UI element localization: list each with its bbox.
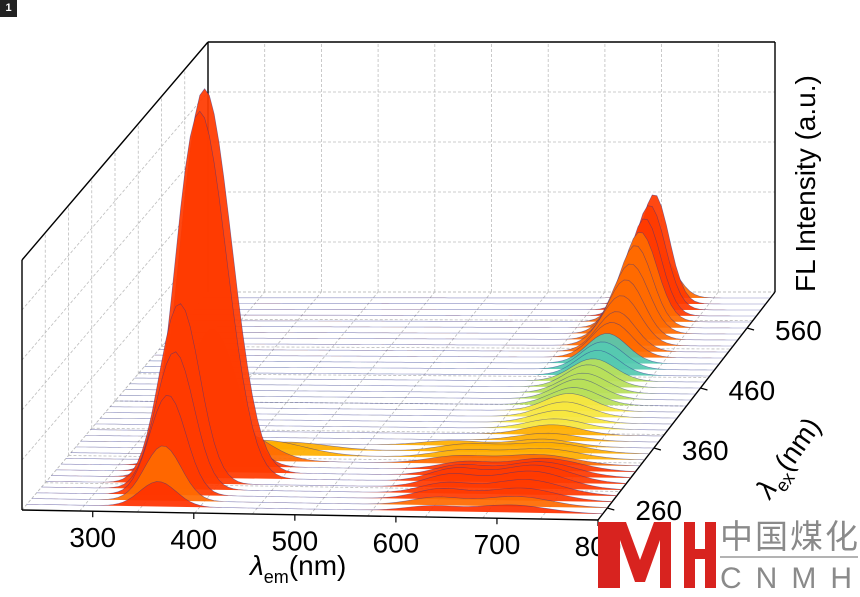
series-outline (183, 232, 752, 323)
floor-gridline (309, 291, 492, 516)
series-fill (26, 481, 603, 514)
y-tick-mark (746, 327, 755, 331)
x-axis-symbol: λ (248, 550, 264, 581)
x-axis-subscript: em (264, 567, 289, 587)
series-outline (178, 245, 748, 329)
x-tick-label: 500 (271, 526, 318, 557)
x-axis-line (21, 509, 599, 521)
series-layer (26, 88, 771, 514)
z-axis-title: FL Intensity (a.u.) (790, 75, 821, 292)
series-fill (154, 322, 724, 358)
series-fill (198, 194, 766, 304)
series-fill (85, 433, 659, 442)
series-ex-510 (154, 322, 724, 359)
series-fill (110, 393, 682, 412)
watermark-en-text: CNMHG (720, 562, 860, 595)
series-outline (198, 194, 766, 305)
series-fill (163, 295, 734, 346)
series-fill (105, 401, 678, 418)
axes-frame (21, 41, 776, 526)
floor-gridline (367, 291, 549, 517)
floor-gridline (79, 291, 266, 512)
y-axis-unit: (nm) (768, 412, 826, 477)
series-fill (100, 410, 673, 424)
series-ex-600 (198, 194, 766, 305)
x-tick-label: 400 (170, 524, 217, 555)
x-tick-label: 600 (373, 527, 420, 558)
series-fill (90, 424, 664, 436)
panel-label: 1 (0, 0, 17, 17)
series-outline (41, 351, 617, 496)
y-tick-label: 560 (775, 315, 822, 346)
left-top-edge (21, 41, 209, 261)
series-outline (46, 303, 622, 490)
side-wall-gridline (21, 241, 209, 461)
y-tick-mark (653, 447, 662, 451)
y-axis-title: λex(nm) (748, 412, 831, 509)
series-fill (193, 205, 762, 310)
y-tick-mark (700, 387, 708, 391)
floor-gridline (540, 291, 719, 520)
y-tick-label: 360 (682, 435, 729, 466)
side-wall-gridline (21, 191, 209, 411)
series-fill (95, 418, 668, 430)
series-outline (193, 205, 761, 311)
x-tick-label: 700 (474, 529, 521, 560)
series-outline (154, 322, 724, 359)
series-outline (188, 218, 757, 317)
x-tick-labels: 300400500600700800 (69, 522, 621, 562)
y-tick-mark (607, 507, 615, 511)
floor-gridline (21, 291, 209, 511)
series-fill (70, 440, 645, 460)
x-axis-title: λem(nm) (248, 550, 346, 587)
watermark-mh-glyph (598, 522, 716, 588)
series-outline (173, 263, 743, 335)
side-wall-gridline (21, 141, 209, 361)
series-outline (159, 311, 729, 353)
series-outline (163, 295, 734, 347)
y-tick-label: 460 (728, 375, 775, 406)
watermark-logo: 中国煤化工 CNMHG (598, 517, 860, 595)
series-outline (26, 481, 603, 514)
y-tick-label: 260 (635, 495, 682, 526)
series-outline (168, 279, 738, 341)
series-ex-590 (193, 205, 762, 311)
series-ex-530 (163, 295, 734, 347)
side-wall-gridline (21, 91, 209, 311)
series-outline (31, 445, 608, 508)
series-outline (36, 394, 613, 502)
x-axis-unit: (nm) (289, 550, 347, 581)
watermark-cn-text: 中国煤化工 (720, 517, 860, 556)
series-fill (144, 341, 715, 370)
x-tick-label: 300 (69, 522, 116, 553)
series-ex-250 (26, 481, 603, 514)
